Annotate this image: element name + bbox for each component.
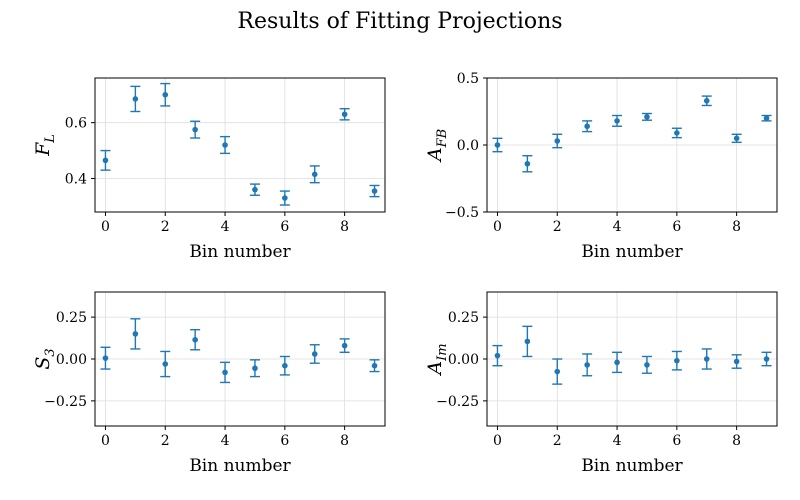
y-tick-label: 0.6 [65,116,87,132]
data-point [341,342,348,349]
data-point [192,126,198,133]
x-tick-label: 0 [493,433,502,449]
data-point [584,362,590,368]
data-point [222,369,228,376]
data-point [371,362,378,369]
x-tick-label: 0 [493,219,502,235]
data-point [524,160,531,167]
y-axis-label-subscript: FB [435,129,450,149]
data-point [674,130,680,136]
y-axis-label: S3 [32,348,58,369]
y-axis-label-subscript: L [43,134,58,144]
data-point [311,171,318,178]
x-tick-label: 8 [340,219,349,235]
axes-frame [94,77,386,213]
y-tick-label: 0.4 [65,172,87,188]
y-axis-label-symbol: A [424,361,446,377]
data-point [554,368,561,375]
x-tick-label: 4 [221,433,230,449]
data-point [102,355,109,361]
y-axis-label: AFB [424,129,450,163]
y-tick-label: 0.00 [56,352,87,368]
data-point [311,351,318,357]
data-point [614,118,620,124]
data-point [584,123,590,130]
x-tick-label: 8 [732,433,741,449]
x-tick-label: 0 [101,433,110,449]
y-tick-label: 0.25 [56,310,87,326]
data-point [554,138,561,144]
x-tick-label: 6 [280,219,289,235]
figure-title: Results of Fitting Projections [237,9,562,34]
x-axis-label: Bin number [189,242,291,262]
data-point [162,91,169,98]
y-tick-label: −0.25 [436,394,479,410]
data-point [341,111,348,118]
y-tick-label: 0.5 [457,71,479,87]
x-axis-label: Bin number [189,456,291,476]
data-point [282,362,288,369]
data-point [252,365,258,372]
y-axis-label: FL [32,134,58,157]
x-tick-label: 4 [613,433,622,449]
x-tick-label: 8 [732,219,741,235]
data-point [132,331,139,337]
data-point [192,336,198,343]
data-point [252,186,258,193]
data-point [763,115,770,121]
subplot-s3: 0 2 4 6 8 −0.25 0.00 0.25 Bin number S3 [32,291,386,476]
x-tick-label: 0 [101,219,110,235]
data-point [644,362,650,368]
x-tick-label: 8 [340,433,349,449]
y-axis-label-subscript: 3 [43,348,58,356]
data-point [644,114,650,120]
data-point [524,338,531,345]
x-axis-label: Bin number [581,456,683,476]
data-point [132,96,139,102]
data-point [733,135,740,142]
subplot-fl: 0 2 4 6 8 0.4 0.6 Bin number FL [32,77,386,262]
y-tick-label: −0.25 [44,394,87,410]
x-tick-label: 4 [221,219,230,235]
data-point [222,142,228,148]
y-tick-label: −0.5 [445,205,479,221]
data-point [162,361,169,367]
x-tick-label: 2 [553,219,562,235]
data-point [703,97,710,104]
y-axis-label: AIm [424,343,450,376]
data-point [614,359,620,366]
data-point [733,358,740,365]
data-point [102,157,109,164]
data-point [494,142,501,148]
x-tick-label: 6 [280,433,289,449]
y-axis-label-subscript: Im [435,343,450,361]
y-tick-label: 0.0 [457,138,479,154]
x-tick-label: 2 [553,433,562,449]
y-tick-label: 0.25 [448,310,479,326]
y-axis-label-symbol: F [32,142,54,157]
data-point [282,195,288,201]
subplot-afb: 0 2 4 6 8 −0.5 0.0 0.5 Bin number AFB [424,71,778,262]
y-axis-label-symbol: A [424,147,446,163]
x-tick-label: 2 [161,219,170,235]
y-axis-label-symbol: S [32,357,54,370]
y-tick-label: 0.00 [448,352,479,368]
data-point [371,188,378,194]
x-tick-label: 6 [672,219,681,235]
x-axis-label: Bin number [581,242,683,262]
subplot-grid: 0 2 4 6 8 0.4 0.6 Bin number FL 0 2 4 6 8 −0.5 0.0 0.5 Bi… [32,71,778,476]
subplot-aim: 0 2 4 6 8 −0.25 0.00 0.25 Bin number AIm [424,291,778,476]
data-point [703,356,710,362]
data-point [674,357,680,364]
data-point [494,352,501,359]
x-tick-label: 2 [161,433,170,449]
x-tick-label: 4 [613,219,622,235]
x-tick-label: 6 [672,433,681,449]
data-point [763,356,770,362]
